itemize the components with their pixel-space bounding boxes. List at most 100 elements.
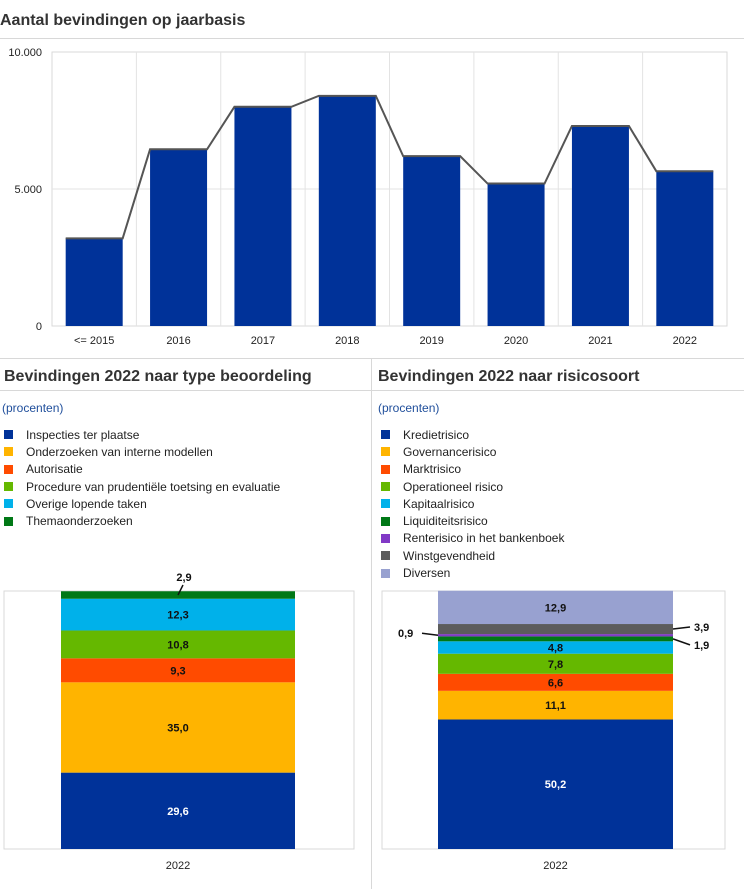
callout-line bbox=[177, 584, 184, 596]
legend-swatch bbox=[4, 482, 13, 492]
data-label: 1,9 bbox=[694, 640, 709, 652]
panel-divider bbox=[371, 358, 372, 889]
x-tick-label: 2022 bbox=[673, 335, 697, 347]
x-tick-label: 2018 bbox=[335, 335, 359, 347]
x-tick-label: 2022 bbox=[166, 860, 190, 870]
legend-label: Operationeel risico bbox=[403, 479, 504, 494]
x-tick-label: 2021 bbox=[588, 335, 612, 347]
legend-label: Renterisico in het bankenboek bbox=[403, 531, 565, 546]
legend-label: Autorisatie bbox=[26, 462, 83, 477]
x-tick-label: 2020 bbox=[504, 335, 528, 347]
x-tick-label: 2019 bbox=[419, 335, 443, 347]
legend-item: Procedure van prudentiële toetsing en ev… bbox=[4, 478, 280, 495]
legend-item: Autorisatie bbox=[4, 461, 280, 478]
bar bbox=[234, 106, 292, 326]
legend-item: Operationeel risico bbox=[381, 478, 564, 495]
stack-segment bbox=[438, 634, 673, 637]
stack-segment bbox=[438, 690, 673, 720]
divider bbox=[0, 390, 371, 391]
data-label: 35,0 bbox=[167, 722, 188, 734]
stack-segment bbox=[61, 658, 295, 683]
right-unit-label: (procenten) bbox=[378, 401, 440, 415]
bar bbox=[403, 156, 461, 326]
stack-segment bbox=[61, 772, 295, 849]
callout-line bbox=[672, 626, 691, 630]
legend-label: Marktrisico bbox=[403, 462, 462, 477]
divider bbox=[0, 358, 744, 359]
bar bbox=[487, 183, 545, 326]
y-tick-label: 5.000 bbox=[14, 184, 42, 196]
x-tick-label: 2022 bbox=[543, 860, 567, 870]
legend-swatch bbox=[4, 516, 13, 526]
legend-label: Overige lopende taken bbox=[26, 496, 147, 511]
legend-swatch bbox=[381, 516, 390, 526]
legend-item: Kapitaalrisico bbox=[381, 495, 564, 512]
data-label: 7,8 bbox=[548, 659, 563, 671]
legend-swatch bbox=[381, 551, 390, 561]
legend-swatch bbox=[381, 568, 390, 578]
left-legend: Inspecties ter plaatse Onderzoeken van in… bbox=[4, 426, 280, 530]
right-legend: Kredietrisico Governancerisico Marktrisico… bbox=[381, 426, 564, 582]
type-assessment-chart: 29,6 35,0 9,3 10,8 12,3 2,9 2022 bbox=[3, 572, 355, 870]
legend-label: Procedure van prudentiële toetsing en ev… bbox=[26, 479, 281, 494]
legend-swatch bbox=[381, 499, 390, 509]
data-label: 3,9 bbox=[694, 622, 709, 634]
left-chart-title: Bevindingen 2022 naar type beoordeling bbox=[4, 368, 312, 385]
legend-label: Themaonderzoeken bbox=[26, 514, 133, 529]
stack-segment bbox=[438, 673, 673, 691]
data-label: 12,3 bbox=[167, 610, 188, 622]
stack-segment bbox=[61, 598, 295, 631]
legend-item: Winstgevendheid bbox=[381, 547, 564, 564]
legend-label: Liquiditeitsrisico bbox=[403, 514, 488, 529]
legend-label: Diversen bbox=[403, 566, 451, 581]
legend-item: Liquiditeitsrisico bbox=[381, 512, 564, 529]
legend-item: Governancerisico bbox=[381, 443, 564, 460]
legend-swatch bbox=[381, 447, 390, 457]
legend-item: Overige lopende taken bbox=[4, 495, 280, 512]
legend-label: Kredietrisico bbox=[403, 427, 470, 442]
stack-segment bbox=[438, 636, 673, 642]
x-tick-label: 2017 bbox=[251, 335, 275, 347]
legend-swatch bbox=[381, 430, 390, 440]
legend-item: Onderzoeken van interne modellen bbox=[4, 443, 280, 460]
y-tick-label: 10.000 bbox=[8, 47, 42, 59]
legend-swatch bbox=[381, 464, 390, 474]
data-label: 50,2 bbox=[545, 779, 566, 791]
legend-item: Marktrisico bbox=[381, 461, 564, 478]
legend-label: Winstgevendheid bbox=[403, 548, 496, 563]
bar bbox=[656, 171, 714, 326]
callout-line bbox=[672, 638, 691, 646]
left-unit-label: (procenten) bbox=[2, 401, 64, 415]
divider bbox=[0, 38, 744, 39]
stack-segment bbox=[61, 591, 295, 599]
x-tick-label: <= 2015 bbox=[74, 335, 114, 347]
annual-findings-chart: 0 5.000 10.000 <= 2015 2016 2017 2018 2019 2020 2… bbox=[8, 47, 728, 347]
bar bbox=[318, 95, 376, 326]
divider bbox=[372, 390, 744, 391]
legend-swatch bbox=[381, 533, 390, 543]
stack-segment bbox=[438, 653, 673, 674]
data-label: 0,9 bbox=[398, 628, 413, 640]
stack-segment bbox=[61, 682, 295, 773]
trend-line bbox=[65, 94, 714, 240]
legend-label: Inspecties ter plaatse bbox=[26, 427, 140, 442]
legend-swatch bbox=[4, 499, 13, 509]
legend-label: Onderzoeken van interne modellen bbox=[26, 444, 213, 459]
legend-label: Governancerisico bbox=[403, 444, 497, 459]
data-label: 9,3 bbox=[170, 665, 185, 677]
data-label: 6,6 bbox=[548, 677, 563, 689]
legend-item: Diversen bbox=[381, 564, 564, 581]
data-label: 2,9 bbox=[176, 572, 191, 584]
legend-swatch bbox=[4, 464, 13, 474]
legend-item: Kredietrisico bbox=[381, 426, 564, 443]
stack-segment bbox=[438, 590, 673, 625]
stack-segment bbox=[438, 719, 673, 849]
legend-item: Themaonderzoeken bbox=[4, 512, 280, 529]
legend-label: Kapitaalrisico bbox=[403, 496, 475, 511]
top-chart-title: Aantal bevindingen op jaarbasis bbox=[0, 12, 246, 29]
legend-item: Inspecties ter plaatse bbox=[4, 426, 280, 443]
stack-segment bbox=[61, 630, 295, 659]
legend-item: Renterisico in het bankenboek bbox=[381, 530, 564, 547]
stack-segment bbox=[438, 641, 673, 654]
callout-line bbox=[421, 632, 439, 636]
